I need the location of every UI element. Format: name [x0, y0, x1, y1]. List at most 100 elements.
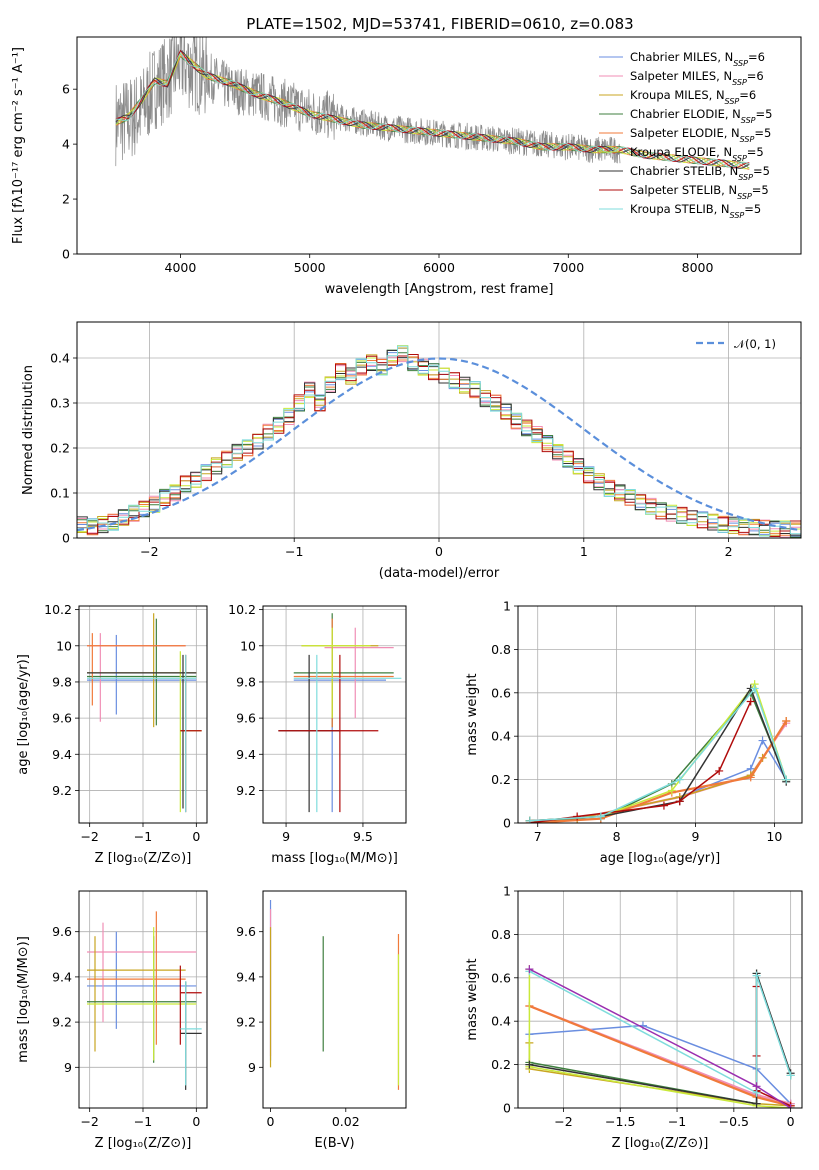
mass-weight-vs-age-ytick-label-5: 1 — [503, 599, 511, 614]
spectrum-panel: 4000 5000 6000 7000 8000 0 2 4 6 wavelength [Angs… — [11, 36, 802, 297]
mass-vs-Z-xtick-label-1: −1 — [134, 1114, 152, 1129]
mass-weight-vs-age-marker-8-1 — [596, 812, 605, 821]
mass-vs-Z-xtick-label-0: −2 — [80, 1114, 98, 1129]
mass-vs-EBV-plot-area — [269, 900, 400, 1090]
mass-vs-Z-ytick-label-3: 9.6 — [52, 924, 72, 939]
mass-weight-vs-age-marker-7-3 — [675, 797, 684, 806]
mass-weight-vs-Z-series-8 — [529, 970, 792, 1095]
mass-weight-vs-age-ytick-label-4: 0.8 — [491, 642, 511, 657]
spectrum-xtick-label-1: 5000 — [294, 260, 326, 275]
residuals-xtick-label-3: 1 — [580, 544, 588, 559]
spectrum-legend-label-2: Kroupa MILES, NSSP=6 — [630, 88, 756, 106]
mass-vs-EBV-ytick-label-1: 9.2 — [236, 1015, 256, 1030]
mass-weight-vs-age-series-5 — [529, 682, 787, 822]
age-vs-Z-ylabel: age [log₁₀(age/yr)] — [16, 654, 31, 775]
residuals-ytick-label-1: 0.1 — [50, 486, 70, 501]
mass-weight-vs-age-marker-7-5 — [746, 697, 755, 706]
mass-weight-vs-age-marker-7-2 — [659, 801, 668, 810]
mass-weight-vs-Z-series-2 — [528, 1042, 791, 1107]
spectrum-xtick-label-3: 7000 — [552, 260, 584, 275]
mass-vs-Z-xlabel: Z [log₁₀(Z/Z⊙)] — [95, 1136, 192, 1151]
mass-weight-vs-age-marker-8-2 — [675, 775, 684, 784]
spectrum-legend-label-4: Salpeter ELODIE, NSSP=5 — [630, 126, 771, 144]
residual-hist-8 — [77, 345, 801, 537]
residual-legend-label: 𝒩(0, 1) — [734, 337, 776, 351]
mass-vs-EBV-xtick-label-0: 0 — [267, 1114, 275, 1129]
mass-weight-vs-age-marker-0-4 — [758, 736, 767, 745]
mass-weight-vs-age-marker-7-1 — [573, 812, 582, 821]
mass-weight-vs-Z-marker-9-1 — [752, 1082, 761, 1091]
mass-weight-vs-age-xlabel: age [log₁₀(age/yr)] — [600, 851, 721, 866]
mass-weight-vs-Z-marker-8-2 — [752, 971, 761, 980]
age-vs-Z-ytick-label-0: 9.2 — [52, 783, 72, 798]
mass-weight-vs-Z-series-5 — [528, 969, 791, 1108]
mass-weight-vs-age-marker-4-3 — [746, 773, 755, 782]
age-vs-mass-ytick-label-5: 10.2 — [228, 602, 256, 617]
age-vs-mass-xtick-label-1: 9.5 — [353, 829, 373, 844]
figure-title: PLATE=1502, MJD=53741, FIBERID=0610, z=0… — [246, 15, 633, 33]
mass-weight-vs-age-xtick-label-1: 8 — [613, 829, 621, 844]
mass-weight-vs-age-series-0 — [529, 738, 787, 822]
spectrum-plot-area — [115, 37, 750, 170]
spectrum-xlabel: wavelength [Angstrom, rest frame] — [325, 282, 554, 297]
age-vs-Z-xlabel: Z [log₁₀(Z/Z⊙)] — [95, 851, 192, 866]
mass-weight-vs-Z-ylabel: mass weight — [465, 958, 480, 1040]
spectrum-ytick-label-0: 0 — [62, 247, 70, 262]
mass-vs-Z-ytick-label-2: 9.4 — [52, 969, 72, 984]
age-vs-Z-ytick-label-5: 10.2 — [44, 602, 72, 617]
spectrum-legend-label-3: Chabrier ELODIE, NSSP=5 — [630, 107, 772, 125]
mass-weight-vs-Z-panel: −2 −1.5 −1 −0.5 0 0 0.2 0.4 0.6 0.8 1 Z [log₁₀(Z/Z⊙… — [465, 884, 803, 1151]
spectrum-legend-label-5: Kroupa ELODIE, NSSP=5 — [630, 145, 764, 163]
spectrum-xtick-label-2: 6000 — [423, 260, 455, 275]
mass-weight-vs-Z-xtick-label-3: −0.5 — [719, 1114, 749, 1129]
mass-vs-EBV-panel: 0 0.02 9 9.2 9.4 9.6 E(B-V) — [236, 890, 407, 1151]
mass-weight-vs-age-series-7 — [529, 701, 752, 823]
spectrum-legend-label-7: Salpeter STELIB, NSSP=5 — [630, 183, 769, 201]
mass-weight-vs-age-ytick-label-1: 0.2 — [491, 772, 511, 787]
mass-weight-vs-Z-marker-8-3 — [786, 1071, 795, 1080]
mass-vs-Z-xtick-label-2: 0 — [192, 1114, 200, 1129]
residuals-ytick-label-2: 0.2 — [50, 441, 70, 456]
mass-weight-vs-age-marker-7-4 — [715, 766, 724, 775]
mass-weight-vs-Z-ytick-label-5: 1 — [503, 884, 511, 899]
mass-weight-vs-Z-marker-6-0 — [525, 1060, 534, 1069]
residuals-ytick-label-0: 0 — [62, 531, 70, 546]
spectrum-legend-label-6: Chabrier STELIB, NSSP=5 — [630, 164, 770, 182]
age-vs-Z-xtick-label-1: −1 — [134, 829, 152, 844]
mass-weight-vs-Z-marker-9-2 — [786, 1104, 795, 1108]
age-vs-mass-panel: 9 9.5 9.2 9.4 9.6 9.8 10 10.2 mass [log₁₀(M/M⊙)] — [228, 602, 407, 866]
spectrum-xtick-label-0: 4000 — [165, 260, 197, 275]
age-vs-mass-ytick-label-1: 9.4 — [236, 747, 256, 762]
age-vs-mass-plot-area — [278, 613, 402, 813]
mass-weight-vs-Z-series-7 — [755, 986, 791, 1107]
mass-weight-vs-Z-marker-6-1 — [752, 1099, 761, 1108]
age-vs-Z-ytick-label-4: 10 — [56, 638, 72, 653]
age-vs-Z-xtick-label-0: −2 — [80, 829, 98, 844]
age-vs-Z-ytick-label-2: 9.6 — [52, 711, 72, 726]
mass-weight-vs-Z-xtick-label-4: 0 — [787, 1114, 795, 1129]
mass-weight-vs-age-marker-8-4 — [782, 775, 791, 784]
normal-curve — [77, 357, 801, 532]
spectrum-model-line-5 — [115, 52, 750, 170]
age-vs-mass-ytick-label-0: 9.2 — [236, 783, 256, 798]
age-vs-mass-ytick-label-2: 9.6 — [236, 711, 256, 726]
spectrum-legend-label-0: Chabrier MILES, NSSP=6 — [630, 50, 765, 68]
age-vs-mass-ytick-label-4: 10 — [240, 638, 256, 653]
spectrum-model-line-6 — [115, 50, 750, 169]
residuals-xlabel: (data-model)/error — [379, 566, 500, 581]
age-vs-Z-xtick-label-2: 0 — [192, 829, 200, 844]
mass-vs-Z-panel: −2 −1 0 9 9.2 9.4 9.6 Z [log₁₀(Z/Z⊙)] mass [log₁… — [16, 890, 208, 1151]
mass-weight-vs-Z-ytick-label-0: 0 — [503, 1101, 511, 1116]
mass-weight-vs-age-ytick-label-3: 0.6 — [491, 685, 511, 700]
residuals-panel: −2 −1 0 1 2 0 0.1 0.2 0.3 0.4 (data-model)/error No… — [21, 321, 802, 581]
mass-weight-vs-Z-plot-area — [525, 965, 795, 1108]
mass-weight-vs-age-ytick-label-0: 0 — [503, 816, 511, 831]
mass-weight-vs-Z-ytick-label-4: 0.8 — [491, 927, 511, 942]
residuals-xtick-label-1: −1 — [285, 544, 303, 559]
mass-weight-vs-age-ylabel: mass weight — [465, 673, 480, 755]
mass-vs-EBV-xlabel: E(B-V) — [314, 1136, 354, 1151]
mass-vs-Z-ytick-label-0: 9 — [64, 1060, 72, 1075]
age-vs-mass-xtick-label-0: 9 — [282, 829, 290, 844]
age-vs-Z-panel: −2 −1 0 9.2 9.4 9.6 9.8 10 10.2 Z [log₁₀(Z/Z⊙)] ag… — [16, 602, 208, 866]
